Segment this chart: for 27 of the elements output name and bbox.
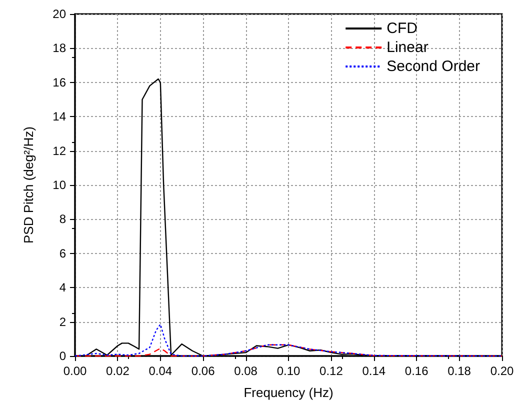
y-tick-label: 10 xyxy=(52,178,66,192)
x-tick-label: 0.16 xyxy=(404,364,429,378)
y-tick-label: 8 xyxy=(59,212,66,226)
x-tick-label: 0.10 xyxy=(276,364,300,378)
legend-label: CFD xyxy=(386,20,418,37)
y-tick-label: 16 xyxy=(52,75,66,90)
y-tick-label: 12 xyxy=(52,144,66,158)
y-tick-label: 6 xyxy=(59,246,66,260)
x-tick-label: 0.00 xyxy=(63,364,87,378)
legend-label: Second Order xyxy=(386,58,480,75)
x-tick-label: 0.14 xyxy=(362,364,386,378)
x-tick-label: 0.18 xyxy=(448,364,472,378)
y-tick-label: 0 xyxy=(59,349,66,363)
x-tick-label: 0.12 xyxy=(320,364,344,378)
x-tick-label: 0.08 xyxy=(234,364,258,378)
x-axis-title: Frequency (Hz) xyxy=(244,385,334,400)
x-tick-label: 0.02 xyxy=(106,364,130,378)
x-tick-label: 0.04 xyxy=(148,364,172,378)
y-tick-label: 20 xyxy=(52,7,66,21)
y-tick-label: 14 xyxy=(52,110,66,124)
y-tick-label: 4 xyxy=(59,280,66,295)
y-axis-title: PSD Pitch (deg²/Hz) xyxy=(21,126,36,244)
y-tick-label: 18 xyxy=(52,41,66,56)
x-tick-label: 0.20 xyxy=(490,364,514,378)
x-tick-label: 0.06 xyxy=(191,364,216,378)
legend-label: Linear xyxy=(386,39,428,56)
y-tick-label: 2 xyxy=(59,314,66,329)
